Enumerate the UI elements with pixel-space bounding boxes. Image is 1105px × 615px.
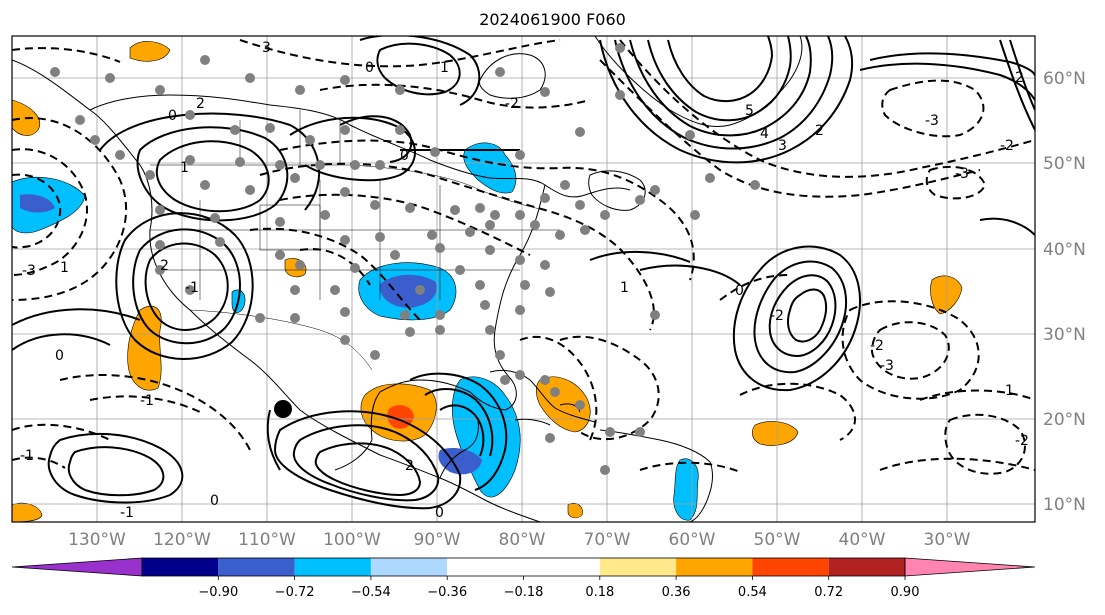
anomaly-warm-region [751,421,799,446]
lat-label: 30°N [1043,325,1086,345]
contour-label: -2 [505,96,519,112]
lat-label: 50°N [1043,154,1086,174]
colorbar-segment [370,558,448,576]
colorbar-tick-label: −0.72 [275,585,315,600]
colorbar-tick-label: −0.54 [351,585,391,600]
contour-label: 0 [55,348,64,364]
contour-label: -2 [1015,433,1029,449]
contour-label: -2 [770,308,784,324]
contour-label: 1 [440,60,449,76]
map-frame [11,35,1036,523]
colorbar-tick-label: 0.18 [585,585,614,600]
anomaly-cold-region [438,448,482,475]
highlighted-station-marker [274,400,292,418]
contour-label: 2 [815,123,824,139]
colorbar-extend-max [904,557,1036,577]
contour-label: -1 [185,280,199,296]
contour-label: 0 [168,108,177,124]
colorbar-tick-label: −0.90 [198,585,238,600]
lon-label: 50°W [754,530,801,550]
contour-label: 0 [735,283,744,299]
station-markers [50,43,760,475]
colorbar-tick-label: 0.90 [891,585,920,600]
contour-label: 2 [196,96,205,112]
latitude-labels: 60°N 50°N 40°N 30°N 20°N 10°N [1043,69,1086,515]
lon-label: 40°W [839,530,886,550]
lon-label: 110°W [238,530,296,550]
anomaly-cool-region [463,142,517,194]
colorbar-segment [218,558,295,576]
anomaly-cold-region [20,194,55,213]
contour-label: 0 [400,148,409,164]
anomaly-cold-region [379,274,437,308]
contour-label: 2 [160,258,169,274]
anomaly-cool-region [673,458,699,521]
anomaly-warm-region [129,41,171,62]
contour-label: 2 [405,458,414,474]
colorbar: −0.90 −0.72 −0.54 −0.36 −0.18 0.18 0.36 0.54 0.7… [11,557,1036,600]
contours-negative [12,39,1035,475]
colorbar-segment [828,558,905,576]
contour-label: 3 [778,138,787,154]
anomaly-warm-region [930,275,963,315]
contour-label: 1 [620,280,629,296]
colorbar-tick-label: 0.54 [738,585,767,600]
lat-label: 60°N [1043,69,1086,89]
colorbar-segment [523,558,600,576]
lon-label: 80°W [499,530,546,550]
political-borders [150,110,560,371]
colorbar-segment [752,558,829,576]
colorbar-tick-label: 0.72 [814,585,843,600]
contours-positive [12,36,1035,510]
lon-label: 90°W [414,530,461,550]
lat-label: 40°N [1043,240,1086,260]
contour-label: 1 [1005,383,1014,399]
contour-label: 0 [435,505,444,521]
lon-label: 30°W [924,530,971,550]
contour-label: -3 [880,358,894,374]
contour-label: 1 [180,160,189,176]
contour-label: -1 [140,393,154,409]
lon-label: 60°W [669,530,716,550]
colorbar-tick-label: 0.36 [662,585,691,600]
lat-label: 20°N [1043,410,1086,430]
map-title: 2024061900 F060 [479,10,626,29]
colorbar-segment [599,558,677,576]
contour-label: 0 [210,493,219,509]
contour-label: -1 [120,505,134,521]
colorbar-segment [142,558,219,576]
colorbar-segment [676,558,753,576]
contour-label: -2 [870,338,884,354]
lon-label: 120°W [153,530,211,550]
contour-label: -3 [925,113,939,129]
anomaly-warm-region [567,502,583,519]
lon-label: 130°W [68,530,126,550]
contour-label: -1 [20,448,34,464]
colorbar-tick-label: −0.18 [504,585,544,600]
contour-label: 1 [60,260,69,276]
contour-label: -3 [955,166,969,182]
contour-label: 4 [760,126,769,142]
colorbar-extend-min [11,557,143,577]
contour-label: 2 [1015,70,1024,86]
contour-label: -3 [22,263,36,279]
map-background [12,36,1035,522]
contour-label: 3 [262,40,271,56]
contour-label: -2 [1000,138,1014,154]
contour-label: 0 [365,60,374,76]
lat-label: 10°N [1043,495,1086,515]
lon-label: 100°W [323,530,381,550]
colorbar-segment [447,558,524,576]
colorbar-tick-label: −0.36 [427,585,467,600]
longitude-labels: 130°W 120°W 110°W 100°W 90°W 80°W 70°W 6… [68,530,971,550]
contour-label: 5 [745,103,754,119]
contour-labels: 3 0 1 -2 0 2 1 0 5 4 3 2 -3 -2 -3 2 1 -1… [20,40,1029,521]
colorbar-segment [294,558,371,576]
lon-label: 70°W [584,530,631,550]
